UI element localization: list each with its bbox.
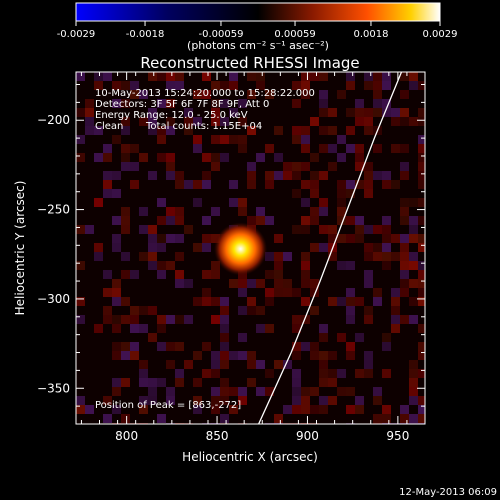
colorbar-gradient <box>75 2 441 22</box>
peak-position-text: Position of Peak = [863,-272] <box>95 400 241 411</box>
x-axis-label: Heliocentric X (arcsec) <box>182 450 318 464</box>
colorbar: -0.0029 -0.0018 -0.00059 0.00059 0.0018 0.002… <box>57 2 458 52</box>
footer-date: 12-May-2013 06:09 <box>399 487 497 498</box>
detectors-text: Detectors: 3F 5F 6F 7F 8F 9F, Att 0 <box>95 99 269 110</box>
total-counts-text: Total counts: 1.15E+04 <box>145 121 262 132</box>
colorbar-tick-label: -0.0029 <box>57 29 96 40</box>
colorbar-unit-label: (photons cm⁻² s⁻¹ asec⁻²) <box>187 39 329 52</box>
x-tick-label: 900 <box>296 429 319 443</box>
chart-title: Reconstructed RHESSI Image <box>140 54 359 72</box>
y-axis-label: Heliocentric Y (arcsec) <box>13 181 27 316</box>
x-tick-label: 950 <box>386 429 409 443</box>
x-tick-label: 850 <box>206 429 229 443</box>
energy-range-text: Energy Range: 12.0 - 25.0 keV <box>95 110 248 121</box>
plot-area: 800 850 900 950 −200 −250 −300 −350 <box>37 71 426 443</box>
colorbar-tick-label: 0.0029 <box>423 29 458 40</box>
x-tick-label: 800 <box>115 429 138 443</box>
colorbar-tick-label: -0.00059 <box>198 29 243 40</box>
hxr-source <box>213 222 268 276</box>
y-tick-label: −250 <box>37 203 70 217</box>
colorbar-tick-label: -0.0018 <box>126 29 165 40</box>
background-noise <box>76 72 425 424</box>
colorbar-ticks: -0.0029 -0.0018 -0.00059 0.00059 0.0018 0.002… <box>57 21 458 40</box>
annotations: 10-May-2013 15:24:20.000 to 15:28:22.000… <box>95 88 315 411</box>
colorbar-tick-label: 0.0018 <box>353 29 388 40</box>
time-range-text: 10-May-2013 15:24:20.000 to 15:28:22.000 <box>95 88 315 99</box>
solar-limb-curve <box>258 72 403 424</box>
y-tick-label: −300 <box>37 292 70 306</box>
plot-frame <box>75 71 426 425</box>
axis-ticks: 800 850 900 950 −200 −250 −300 −350 <box>37 72 426 443</box>
y-tick-label: −350 <box>37 381 70 395</box>
colorbar-tick-label: 0.00059 <box>274 29 315 40</box>
clean-label: Clean <box>95 121 123 132</box>
y-tick-label: −200 <box>37 113 70 127</box>
